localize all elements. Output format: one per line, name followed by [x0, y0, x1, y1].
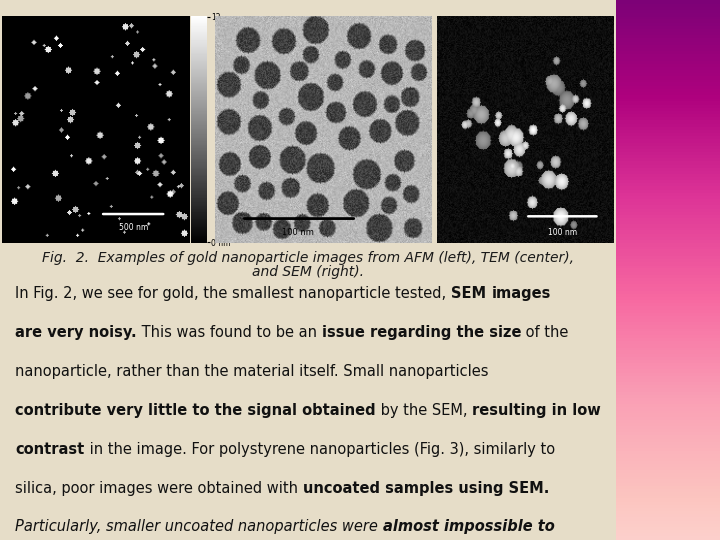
Text: issue regarding the size: issue regarding the size: [322, 325, 521, 340]
Text: resulting in low: resulting in low: [472, 403, 601, 418]
Text: Fig.  2.  Examples of gold nanoparticle images from AFM (left), TEM (center),: Fig. 2. Examples of gold nanoparticle im…: [42, 251, 574, 265]
Text: SEM: SEM: [451, 286, 491, 301]
Text: silica, poor images were obtained with: silica, poor images were obtained with: [15, 481, 303, 496]
Text: and SEM (right).: and SEM (right).: [252, 265, 364, 279]
Text: contrast: contrast: [15, 442, 85, 457]
Text: uncoated samples using SEM.: uncoated samples using SEM.: [303, 481, 549, 496]
Text: in the image. For polystyrene nanoparticles (Fig. 3), similarly to: in the image. For polystyrene nanopartic…: [85, 442, 555, 457]
Text: by the SEM,: by the SEM,: [376, 403, 472, 418]
Text: images: images: [491, 286, 551, 301]
Text: 500 nm: 500 nm: [119, 223, 148, 232]
Text: contribute very little to the signal obtained: contribute very little to the signal obt…: [15, 403, 376, 418]
Text: 100 nm: 100 nm: [282, 228, 314, 237]
Text: are very noisy.: are very noisy.: [15, 325, 137, 340]
Text: In Fig. 2, we see for gold, the smallest nanoparticle tested,: In Fig. 2, we see for gold, the smallest…: [15, 286, 451, 301]
Text: Particularly, smaller uncoated nanoparticles were: Particularly, smaller uncoated nanoparti…: [15, 519, 383, 535]
Text: almost impossible to: almost impossible to: [383, 519, 554, 535]
Text: 100 nm: 100 nm: [548, 228, 577, 237]
Text: nanoparticle, rather than the material itself. Small nanoparticles: nanoparticle, rather than the material i…: [15, 364, 489, 379]
Text: This was found to be an: This was found to be an: [137, 325, 322, 340]
Text: of the: of the: [521, 325, 569, 340]
